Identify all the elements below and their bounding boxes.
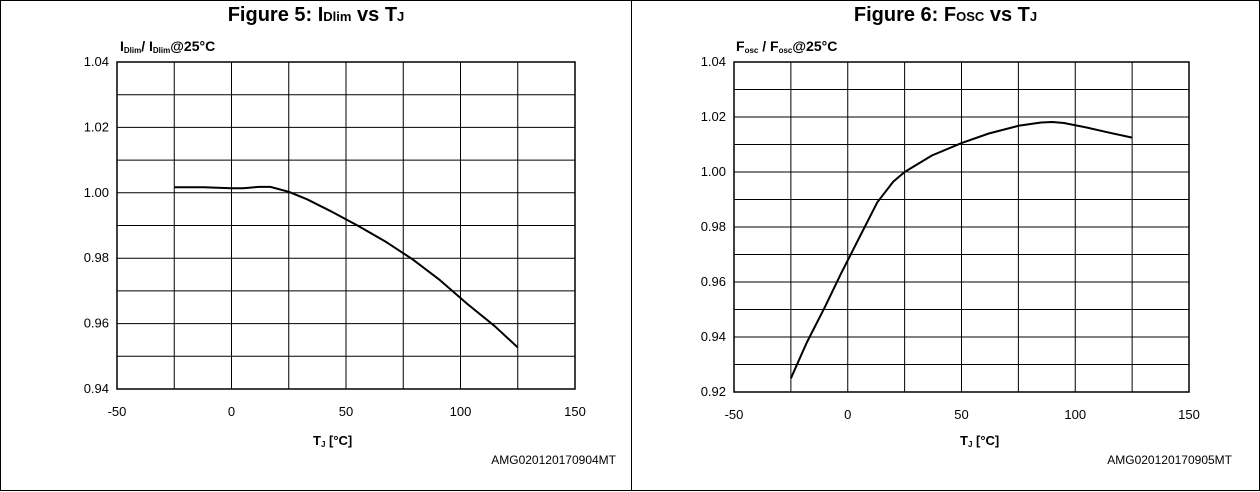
y-tick-label: 1.02 (701, 109, 726, 124)
figure-5-x-ticks: -50 0 50 100 150 (108, 404, 586, 419)
figure-6-chart: 0.92 0.94 0.96 0.98 1.00 1.02 1.04 -50 0 50 100 15… (632, 1, 1260, 492)
y-tick-label: 1.04 (701, 54, 726, 69)
y-tick-label: 0.94 (701, 329, 726, 344)
x-tick-label: 100 (1064, 407, 1086, 422)
figure-5-y-axis-label: IDlim/ IDlim@25°C (120, 38, 215, 55)
figure-6-panel: Figure 6: FOSC vs TJ 0.92 0.94 0.96 0.98 1.0… (631, 0, 1260, 491)
x-tick-label: -50 (725, 407, 744, 422)
x-tick-label: 0 (844, 407, 851, 422)
figure-5-y-ticks: 0.94 0.96 0.98 1.00 1.02 1.04 (84, 54, 109, 396)
x-tick-label: 50 (954, 407, 968, 422)
figure-6-grid (734, 62, 1189, 392)
x-tick-label: -50 (108, 404, 127, 419)
figure-6-x-ticks: -50 0 50 100 150 (725, 407, 1200, 422)
figure-6-y-ticks: 0.92 0.94 0.96 0.98 1.00 1.02 1.04 (701, 54, 726, 399)
figure-5-grid (117, 62, 575, 389)
figure-5-code: AMG020120170904MT (491, 453, 616, 467)
figure-5-x-axis-label: TJ [°C] (313, 433, 352, 449)
y-tick-label: 1.00 (701, 164, 726, 179)
x-tick-label: 100 (450, 404, 472, 419)
x-tick-label: 150 (1178, 407, 1200, 422)
x-tick-label: 50 (339, 404, 353, 419)
y-tick-label: 0.92 (701, 384, 726, 399)
x-tick-label: 0 (228, 404, 235, 419)
x-tick-label: 150 (564, 404, 586, 419)
y-tick-label: 0.98 (84, 250, 109, 265)
y-tick-label: 0.96 (84, 316, 109, 331)
y-tick-label: 1.02 (84, 119, 109, 134)
figure-6-y-axis-label: Fosc / Fosc@25°C (736, 38, 837, 55)
figure-6-x-axis-label: TJ [°C] (960, 433, 999, 449)
y-tick-label: 0.96 (701, 274, 726, 289)
figure-6-code: AMG020120170905MT (1107, 453, 1232, 467)
y-tick-label: 0.94 (84, 381, 109, 396)
figure-5-chart: 0.94 0.96 0.98 1.00 1.02 1.04 -50 0 50 100 150 ID… (1, 1, 633, 492)
y-tick-label: 1.00 (84, 185, 109, 200)
figure-5-panel: Figure 5: IDlim vs TJ 0.94 0.96 0.98 1.00 1.… (0, 0, 632, 491)
y-tick-label: 0.98 (701, 219, 726, 234)
y-tick-label: 1.04 (84, 54, 109, 69)
